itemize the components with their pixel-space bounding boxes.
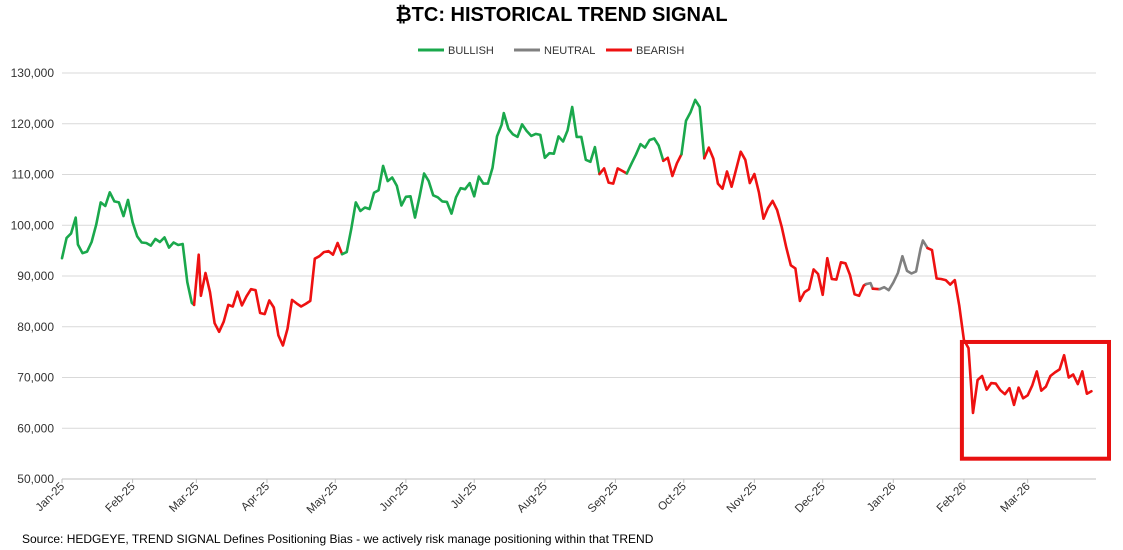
chart-title: ₿TC: HISTORICAL TREND SIGNAL — [395, 4, 728, 26]
x-tick-label: Feb-25 — [103, 481, 137, 515]
x-tick-label: Oct-25 — [656, 481, 689, 514]
legend-label-neutral: NEUTRAL — [544, 45, 595, 57]
price-series — [60, 98, 1093, 415]
series-segment-bearish — [661, 152, 683, 178]
x-tick-label: Nov-25 — [725, 481, 760, 516]
series-segment-bearish — [192, 241, 344, 347]
x-tick-label: Dec-25 — [793, 481, 828, 516]
highlight-box — [959, 339, 1111, 461]
x-tick-label: Mar-25 — [167, 481, 201, 515]
legend-label-bearish: BEARISH — [636, 45, 684, 57]
legend-label-bullish: BULLISH — [448, 45, 494, 57]
y-tick-label: 50,000 — [17, 472, 54, 486]
y-tick-label: 110,000 — [12, 168, 55, 182]
series-segment-bearish — [926, 246, 1093, 415]
x-tick-label: Sep-25 — [586, 481, 621, 516]
y-tick-label: 120,000 — [11, 117, 55, 131]
series-segment-bearish — [702, 146, 868, 303]
source-note: Source: HEDGEYE, TREND SIGNAL Defines Po… — [22, 532, 654, 546]
highlight-rectangle — [959, 339, 1111, 461]
series-segment-neutral — [878, 239, 929, 292]
y-tick-label: 70,000 — [17, 371, 54, 385]
x-tick-label: Jun-25 — [378, 481, 411, 514]
x-tick-label: Mar-26 — [999, 481, 1033, 515]
series-segment-neutral — [864, 281, 875, 291]
series-segment-bullish — [625, 137, 665, 175]
x-tick-label: Jul-25 — [449, 481, 480, 512]
legend: BULLISH NEUTRAL BEARISH — [418, 45, 684, 57]
y-tick-label: 80,000 — [17, 320, 54, 334]
series-segment-bullish — [60, 191, 196, 307]
series-segment-bearish — [598, 167, 629, 185]
y-axis-ticks: 50,000 60,000 70,000 80,000 90,000 100,000 110… — [11, 66, 55, 486]
y-tick-label: 100,000 — [11, 218, 55, 232]
series-segment-bullish — [680, 98, 706, 160]
grid-lines — [62, 72, 1096, 480]
y-tick-label: 90,000 — [17, 269, 54, 283]
series-segment-bullish — [340, 105, 601, 256]
x-tick-label: Jan-26 — [865, 481, 898, 514]
x-axis-ticks: Jan-25 Feb-25 Mar-25 Apr-25 May-25 Jun-25 Jul-… — [34, 479, 1033, 516]
x-tick-label: May-25 — [305, 481, 341, 517]
x-tick-label: Aug-25 — [515, 481, 550, 516]
x-tick-label: Feb-26 — [935, 481, 969, 515]
y-tick-label: 130,000 — [11, 66, 55, 80]
x-tick-label: Apr-25 — [239, 481, 272, 514]
y-tick-label: 60,000 — [17, 421, 54, 435]
